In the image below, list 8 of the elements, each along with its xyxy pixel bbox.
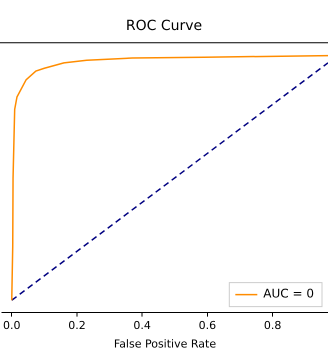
x-tick-label: 0.0 (2, 319, 20, 332)
x-tick-label: 0.2 (68, 319, 86, 332)
x-tick-label: 0.6 (198, 319, 216, 332)
x-tick-label: 0.4 (133, 319, 151, 332)
x-axis-title: False Positive Rate (114, 337, 216, 350)
legend-label: AUC = 0 (263, 286, 314, 301)
x-tick-label: 0.8 (264, 319, 282, 332)
chart-title: ROC Curve (126, 18, 202, 34)
